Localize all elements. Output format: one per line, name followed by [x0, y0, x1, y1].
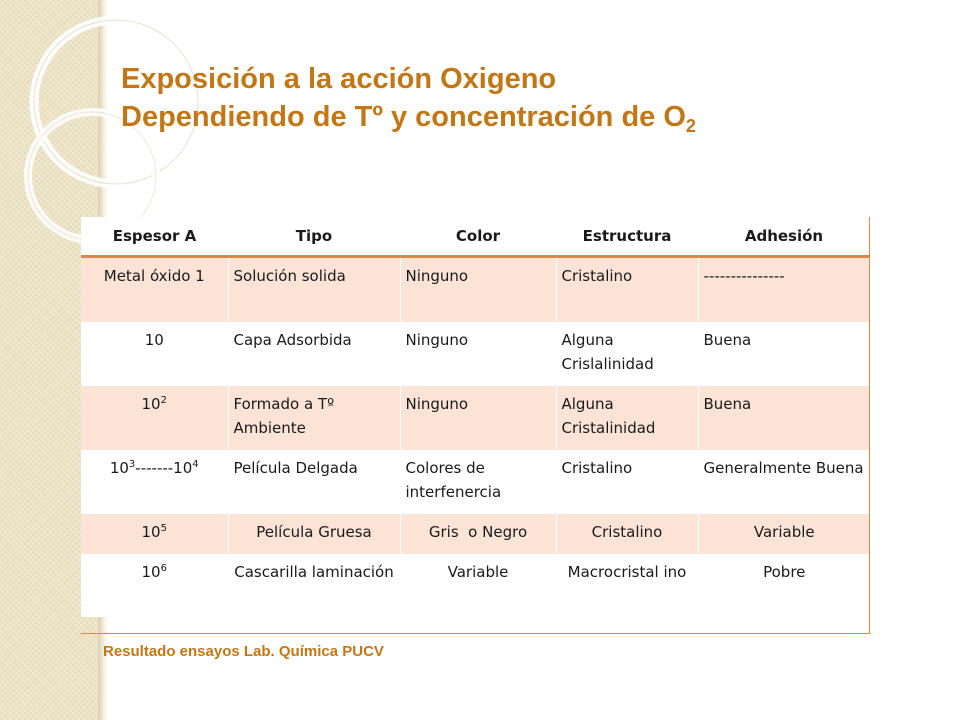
- espesor-value: 10: [109, 459, 129, 477]
- table-row: 105 Película Gruesa Gris o Negro Cristal…: [81, 514, 870, 554]
- espesor-value: 10: [141, 395, 161, 413]
- cell-espesor: 106: [81, 554, 229, 617]
- cell-adhesion: Generalmente Buena: [698, 450, 870, 514]
- cell-tipo: Cascarilla laminación: [228, 554, 401, 617]
- slide-title: Exposición a la acción Oxigeno Dependien…: [121, 60, 696, 136]
- header-adhesion: Adhesión: [698, 217, 870, 258]
- header-tipo: Tipo: [228, 217, 400, 258]
- cell-color: Ninguno: [400, 322, 557, 386]
- cell-espesor: Metal óxido 1: [81, 256, 229, 322]
- espesor-exponent: 6: [160, 563, 167, 574]
- table-row: 106 Cascarilla laminación Variable Macro…: [81, 554, 870, 617]
- title-line-2: Dependiendo de Tº y concentración de O2: [121, 101, 696, 136]
- cell-espesor: 103-------104: [81, 450, 229, 514]
- espesor-value: Metal óxido 1: [103, 267, 205, 285]
- cell-adhesion: ---------------: [698, 256, 870, 322]
- cell-adhesion: Buena: [698, 322, 870, 386]
- cell-color: Colores de interfenercia: [400, 450, 557, 514]
- header-espesor: Espesor A: [81, 217, 228, 258]
- espesor-exponent: 3: [128, 459, 136, 470]
- table-frame-right: [869, 217, 870, 634]
- cell-adhesion: Buena: [698, 386, 870, 450]
- espesor-value: 10: [144, 331, 164, 349]
- espesor-value: 10: [141, 563, 161, 581]
- cell-estructura: Cristalino: [556, 256, 699, 322]
- table-row: 103-------104 Película Delgada Colores d…: [81, 450, 870, 514]
- espesor-range: -------10: [135, 459, 193, 477]
- table-row: 10 Capa Adsorbida Ninguno Alguna Crislal…: [81, 322, 870, 386]
- cell-adhesion: Pobre: [698, 554, 870, 617]
- espesor-exponent-2: 4: [192, 459, 199, 470]
- cell-color: Ninguno: [400, 386, 557, 450]
- cell-estructura: Macrocristal ino: [556, 554, 699, 617]
- table-row: Metal óxido 1 Solución solida Ninguno Cr…: [81, 256, 870, 322]
- espesor-exponent: 5: [160, 523, 167, 534]
- table-frame-bottom: [81, 633, 870, 634]
- header-estructura: Estructura: [556, 217, 698, 258]
- cell-espesor: 102: [81, 386, 229, 450]
- cell-color: Variable: [400, 554, 557, 617]
- cell-estructura: Cristalino: [556, 450, 699, 514]
- cell-estructura: Alguna Cristalinidad: [556, 386, 699, 450]
- cell-tipo: Formado a Tº Ambiente: [228, 386, 401, 450]
- cell-tipo: Capa Adsorbida: [228, 322, 401, 386]
- table-header-row: Espesor A Tipo Color Estructura Adhesión: [81, 217, 870, 258]
- espesor-value: 10: [141, 523, 161, 541]
- cell-tipo: Película Gruesa: [228, 514, 401, 554]
- espesor-exponent: 2: [160, 395, 167, 406]
- header-color: Color: [400, 217, 556, 258]
- cell-tipo: Película Delgada: [228, 450, 401, 514]
- cell-espesor: 105: [81, 514, 229, 554]
- cell-color: Gris o Negro: [400, 514, 557, 554]
- table-row: 102 Formado a Tº Ambiente Ninguno Alguna…: [81, 386, 870, 450]
- title-line-2-text: Dependiendo de Tº y concentración de O: [121, 101, 686, 133]
- source-caption: Resultado ensayos Lab. Química PUCV: [103, 643, 384, 660]
- cell-estructura: Alguna Crislalinidad: [556, 322, 699, 386]
- cell-adhesion: Variable: [698, 514, 870, 554]
- cell-espesor: 10: [81, 322, 229, 386]
- cell-color: Ninguno: [400, 256, 557, 322]
- title-line-1: Exposición a la acción Oxigeno: [121, 63, 557, 95]
- title-subscript: 2: [685, 116, 696, 136]
- cell-estructura: Cristalino: [556, 514, 699, 554]
- cell-tipo: Solución solida: [228, 256, 401, 322]
- oxidation-table: Espesor A Tipo Color Estructura Adhesión…: [81, 217, 870, 617]
